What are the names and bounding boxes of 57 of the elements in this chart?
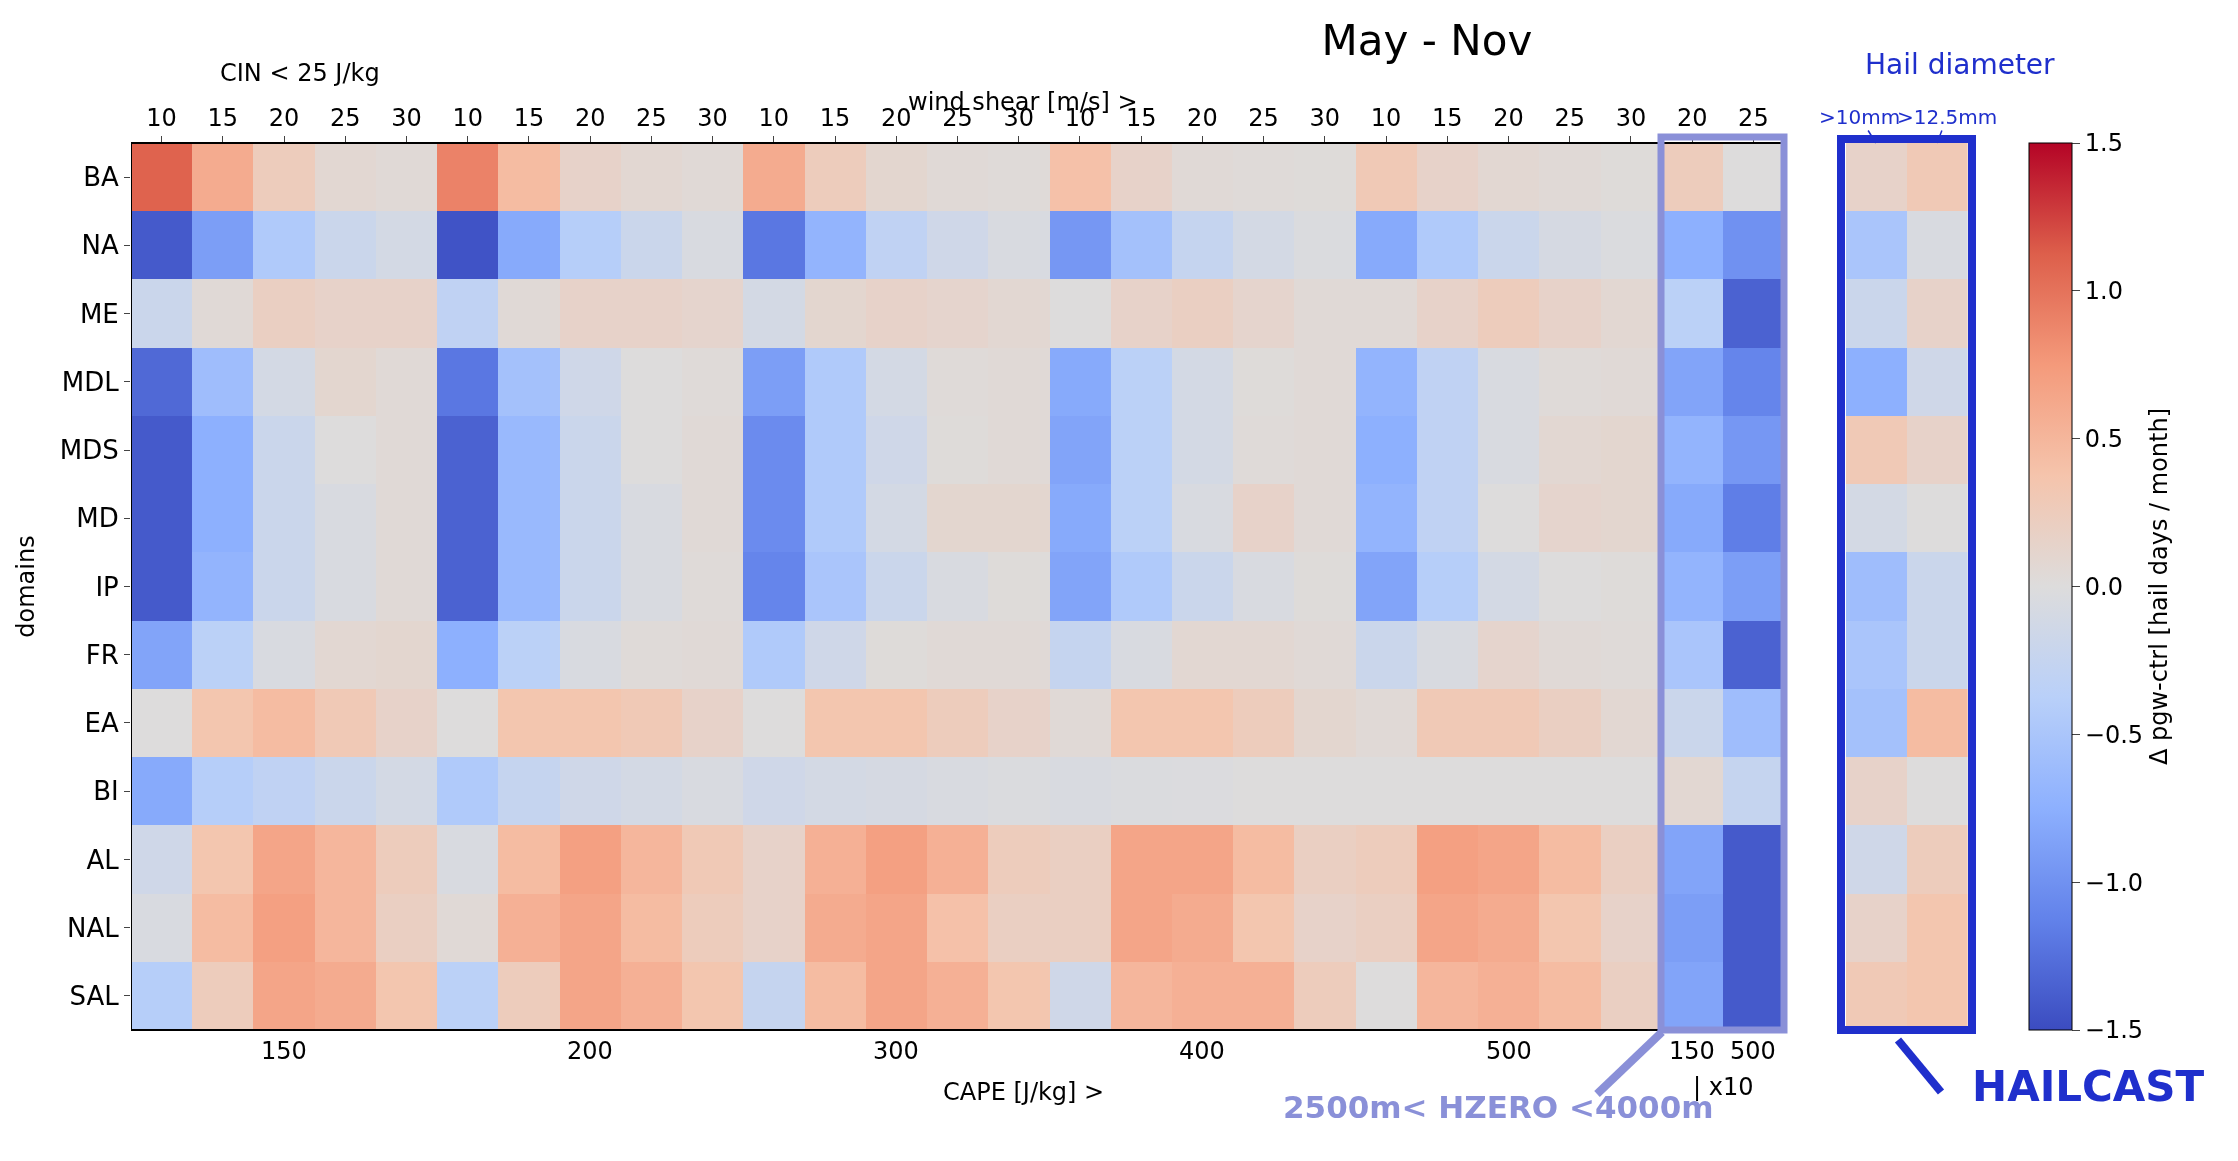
color-bar-label: 0.5	[2084, 425, 2123, 454]
y-tick-label: ME	[79, 298, 119, 329]
y-tick-label: IP	[95, 571, 119, 602]
y-tick-label: SAL	[69, 980, 120, 1011]
text: 150	[261, 1037, 307, 1065]
x-tick-label: 25	[1554, 104, 1585, 133]
color-bar-title: Δ pgw-ctrl [hail days / month]	[2145, 407, 2174, 766]
x-tick-label: 20	[1676, 104, 1708, 133]
text: 200	[567, 1037, 613, 1065]
text: CIN < 25 J/kg	[220, 59, 380, 87]
x-tick-label: 30	[1309, 104, 1341, 133]
color-bar-label: 1.0	[2084, 277, 2123, 306]
color-bar-label: −0.5	[2084, 720, 2144, 749]
y-tick-label: FR	[85, 639, 119, 670]
y-tick-label: MDS	[59, 435, 119, 466]
x-tick-label: 25	[1738, 104, 1769, 133]
y-tick-label: MD	[76, 503, 119, 534]
color-bar-label: 1.5	[2084, 129, 2123, 158]
x-axis-title: CAPE [J/kg] >	[943, 1078, 1105, 1106]
x-tick-label: 15	[207, 104, 239, 133]
text: 300	[873, 1037, 919, 1065]
x-tick-label: 25	[636, 104, 667, 133]
y-tick-label: MDL	[61, 366, 120, 397]
x-tick-label: 20	[1493, 104, 1524, 133]
y-tick-label: AL	[86, 844, 120, 875]
text: 150	[1669, 1037, 1715, 1065]
x-tick-label: 20	[1187, 104, 1218, 133]
x-tick-label: 25	[1248, 104, 1279, 133]
y-tick-label: NAL	[67, 912, 120, 943]
text: 400	[1179, 1037, 1225, 1065]
color-bar-label: −1.0	[2084, 868, 2144, 897]
color-bar-label: −1.5	[2084, 1016, 2144, 1045]
x-tick-label: 10	[758, 104, 790, 133]
x-tick-label: 10	[146, 104, 177, 133]
y-tick-label: BA	[83, 162, 120, 193]
x-tick-label: 15	[513, 104, 545, 133]
chart-title: May - Nov	[1321, 15, 1533, 65]
x-tick-label: 15	[819, 104, 851, 133]
y-tick-label: NA	[81, 230, 119, 261]
y-axis-title: domains	[11, 535, 40, 638]
x-tick-label: 20	[268, 104, 300, 133]
x-tick-label: 10	[1370, 104, 1402, 133]
y-tick-label: EA	[84, 708, 120, 739]
x-tick-label: 15	[1432, 104, 1463, 133]
text: HAILCAST	[1972, 1062, 2205, 1111]
x-tick-label: 30	[391, 104, 422, 133]
x-tick-label: 20	[881, 104, 912, 133]
x-tick-label: 10	[452, 104, 483, 133]
x-tick-label: 20	[574, 104, 606, 133]
x-tick-label: 25	[330, 104, 361, 133]
x-tick-label: 30	[1615, 104, 1647, 133]
text: Hail diameter	[1865, 48, 2056, 81]
text: 500	[1486, 1037, 1532, 1065]
y-tick-label: BI	[93, 776, 119, 807]
x-tick-label: 30	[697, 104, 728, 133]
text: 500	[1730, 1037, 1776, 1065]
color-bar-label: 0.0	[2084, 572, 2123, 601]
